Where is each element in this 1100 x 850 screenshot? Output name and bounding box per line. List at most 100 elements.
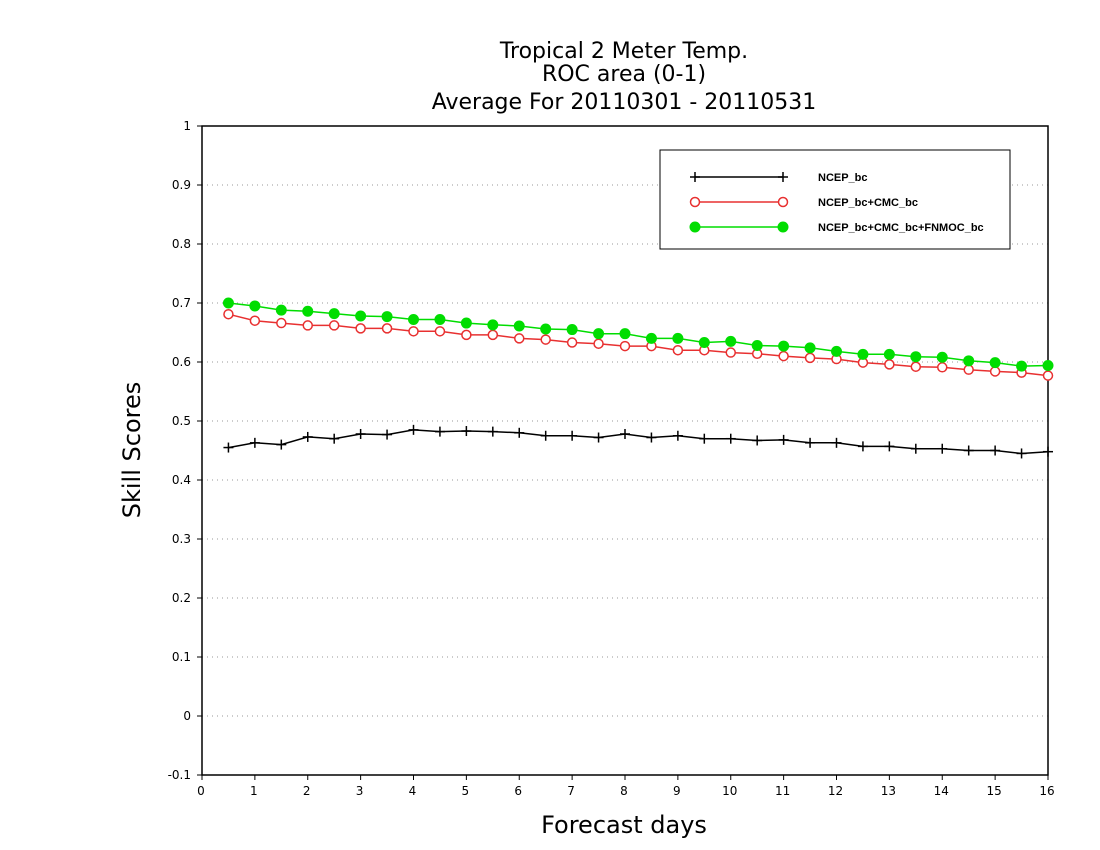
x-axis-label: Forecast days — [541, 811, 707, 839]
legend-marker — [689, 196, 701, 208]
legend-marker — [689, 221, 701, 233]
series-line — [228, 313, 1049, 377]
legend-box — [659, 149, 1011, 250]
y-tick-label: 0.5 — [172, 414, 191, 428]
legend-label: NCEP_bc — [818, 172, 868, 184]
data-point — [937, 443, 948, 454]
data-point — [1016, 448, 1027, 459]
y-tick-label: 0 — [183, 709, 191, 723]
data-point — [302, 431, 313, 442]
data-point — [487, 426, 498, 437]
legend-marker — [778, 172, 788, 182]
legend-item: NCEP_bc+CMC_bc+FNMOC_bc — [689, 221, 984, 234]
data-point — [778, 340, 790, 352]
data-point — [461, 426, 472, 437]
data-point — [804, 352, 816, 364]
series-line — [228, 429, 1049, 455]
y-tick-label: 0.3 — [172, 532, 191, 546]
data-point — [276, 317, 287, 329]
data-point — [699, 433, 710, 444]
data-point — [646, 432, 657, 443]
y-axis-ticks: -0.1 0 0.1 0.2 0.3 0.4 0.5 0.6 0.7 0.8 0.9 1 — [168, 119, 202, 782]
data-point — [593, 432, 604, 443]
title-line-3: Average For 20110301 - 20110531 — [432, 90, 817, 115]
data-point — [1016, 360, 1028, 372]
legend-marker — [777, 196, 789, 208]
series-layer — [222, 297, 1054, 459]
legend-marker — [777, 221, 789, 233]
data-point — [989, 366, 1001, 377]
data-point — [408, 314, 419, 326]
data-point — [540, 323, 552, 335]
data-point — [382, 429, 393, 440]
data-point — [567, 430, 578, 441]
x-tick-label: 12 — [828, 784, 843, 798]
data-point — [434, 426, 445, 437]
data-point — [461, 329, 472, 341]
x-tick-label: 9 — [673, 784, 681, 798]
data-point — [725, 433, 736, 444]
data-point — [408, 326, 419, 337]
data-point — [698, 337, 710, 349]
x-tick-label: 8 — [620, 784, 628, 798]
data-point — [752, 435, 763, 446]
data-point — [910, 443, 921, 454]
x-tick-label: 16 — [1039, 784, 1054, 798]
data-point — [831, 437, 842, 448]
data-point — [884, 359, 895, 370]
data-point — [936, 351, 948, 363]
series-2 — [222, 297, 1054, 372]
y-tick-label: -0.1 — [168, 768, 191, 782]
data-point — [805, 437, 816, 448]
data-point — [963, 445, 974, 456]
title-line-2: ROC area (0-1) — [542, 62, 706, 87]
data-point — [937, 362, 948, 373]
data-point — [302, 320, 313, 331]
data-point — [963, 355, 975, 367]
x-tick-label: 3 — [356, 784, 364, 798]
data-point — [513, 320, 525, 332]
legend-label: NCEP_bc+CMC_bc — [818, 197, 918, 209]
data-point — [540, 430, 551, 441]
y-tick-label: 0.9 — [172, 178, 191, 192]
x-tick-label: 6 — [514, 784, 522, 798]
x-tick-label: 13 — [881, 784, 896, 798]
x-tick-label: 1 — [250, 784, 258, 798]
data-point — [222, 297, 234, 309]
x-tick-label: 7 — [567, 784, 575, 798]
x-axis-ticks: 0 1 2 3 4 5 6 7 8 9 10 11 12 13 14 15 16 — [197, 775, 1055, 798]
data-point — [540, 334, 551, 345]
data-point — [381, 323, 393, 334]
data-point — [355, 323, 366, 334]
data-point — [355, 310, 367, 322]
x-tick-label: 0 — [197, 784, 205, 798]
data-point — [751, 339, 763, 351]
data-point — [223, 308, 234, 320]
data-point — [487, 329, 499, 341]
data-point — [434, 326, 446, 337]
data-point — [884, 441, 895, 452]
data-point — [460, 317, 472, 329]
y-tick-label: 0.8 — [172, 237, 191, 251]
data-point — [1042, 360, 1054, 372]
x-tick-label: 14 — [934, 784, 949, 798]
data-point — [276, 439, 287, 450]
legend-item: NCEP_bc+CMC_bc — [689, 196, 918, 209]
data-point — [725, 335, 737, 347]
data-point — [514, 333, 525, 344]
data-point — [302, 305, 314, 317]
data-point — [408, 424, 419, 435]
data-point — [1042, 370, 1054, 381]
data-point — [328, 320, 340, 331]
y-tick-label: 0.4 — [172, 473, 191, 487]
data-point — [963, 364, 974, 375]
series-1 — [223, 308, 1054, 381]
legend-label: NCEP_bc+CMC_bc+FNMOC_bc — [818, 222, 984, 234]
data-point — [249, 437, 260, 448]
series-0 — [223, 424, 1053, 459]
data-point — [910, 361, 922, 372]
data-point — [619, 340, 631, 352]
data-point — [593, 338, 604, 349]
data-point — [857, 441, 868, 452]
